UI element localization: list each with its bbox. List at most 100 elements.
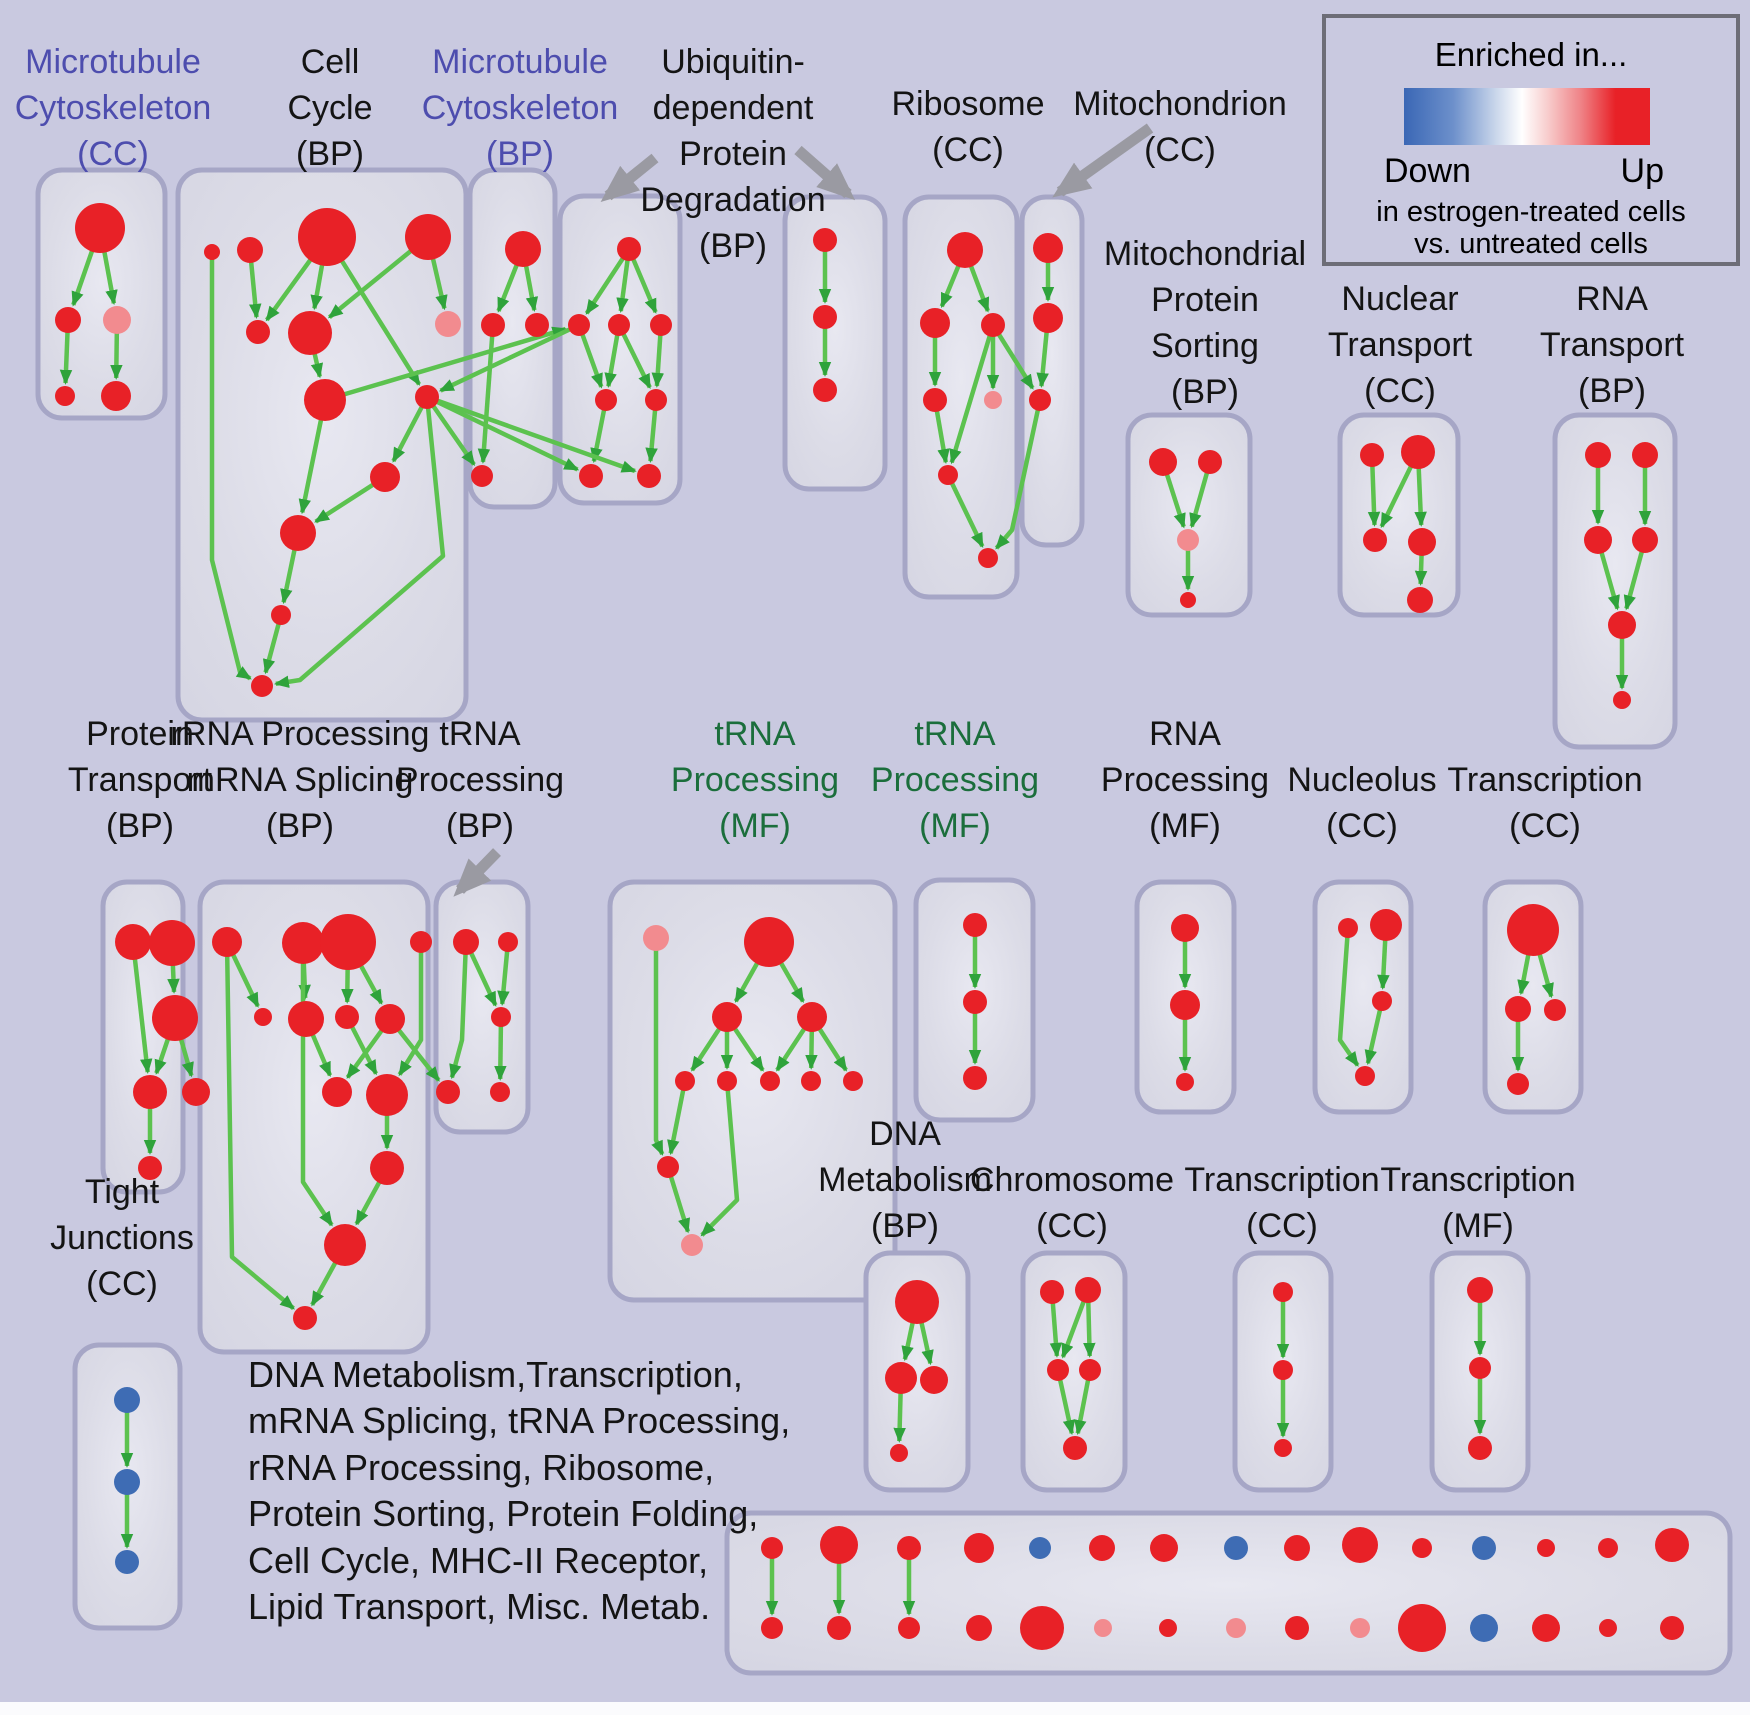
node (1507, 904, 1559, 956)
node (1585, 442, 1611, 468)
legend-up-label: Up (1620, 152, 1664, 190)
node (1273, 1360, 1293, 1380)
node (280, 515, 316, 551)
node (1177, 529, 1199, 551)
node (813, 228, 837, 252)
node (1507, 1073, 1529, 1095)
edge-arrow (994, 399, 1043, 550)
node (938, 465, 958, 485)
node (55, 386, 75, 406)
node (114, 1469, 140, 1495)
edge-arrow (1337, 927, 1360, 1067)
node (1020, 1606, 1064, 1650)
node (920, 308, 950, 338)
edge-arrow (651, 938, 665, 1156)
node (981, 313, 1005, 337)
legend-subtitle-1: in estrogen-treated cells (1376, 196, 1686, 228)
node (963, 1066, 987, 1090)
node (288, 311, 332, 355)
node (491, 1007, 511, 1027)
node (1029, 389, 1051, 411)
node (55, 307, 81, 333)
edge-arrow (991, 323, 1035, 390)
misc-categories-text: DNA Metabolism,Transcription, mRNA Splic… (248, 1354, 791, 1628)
node (415, 385, 439, 409)
edge-arrow (477, 324, 496, 464)
node (335, 1005, 359, 1029)
node (744, 917, 794, 967)
node (675, 1071, 695, 1091)
node (645, 389, 667, 411)
nodes (55, 203, 1689, 1652)
node (568, 314, 590, 336)
node (498, 932, 518, 952)
node (320, 914, 376, 970)
node (490, 1082, 510, 1102)
dna-met-box (863, 1250, 971, 1493)
pointer-arrow-icon (794, 145, 856, 201)
node (1040, 1280, 1064, 1304)
node (101, 381, 131, 411)
node (1159, 1619, 1177, 1637)
node (182, 1078, 210, 1106)
node (410, 931, 432, 953)
gradient-bar (1404, 88, 1650, 145)
node (204, 244, 220, 260)
node (115, 1550, 139, 1574)
node (885, 1362, 917, 1394)
node (1033, 303, 1063, 333)
misc-box-box (724, 1510, 1733, 1676)
edge-arrow (584, 247, 631, 315)
node (1370, 909, 1402, 941)
node (1285, 1616, 1309, 1640)
node (212, 927, 242, 957)
node (246, 320, 270, 344)
node (923, 388, 947, 412)
node (505, 231, 541, 267)
node (820, 1526, 858, 1564)
node (75, 203, 125, 253)
edge-arrow (1364, 1000, 1385, 1066)
edge-arrow (449, 941, 469, 1080)
edge-arrow (391, 395, 429, 463)
node (827, 1616, 851, 1640)
edge-arrow (945, 474, 985, 548)
node (1350, 1618, 1370, 1638)
node (149, 920, 195, 966)
edge-arrow (425, 395, 476, 467)
node (801, 1071, 821, 1091)
node (453, 929, 479, 955)
pointer-arrow-icon (453, 848, 501, 897)
node (966, 1615, 992, 1641)
node (617, 237, 641, 261)
node (436, 1080, 460, 1104)
node (471, 465, 493, 487)
node (843, 1071, 863, 1091)
node (1274, 1439, 1292, 1457)
node (1176, 1073, 1194, 1091)
node (375, 1004, 405, 1034)
node (760, 1071, 780, 1091)
node (608, 314, 630, 336)
edge-arrow (949, 324, 996, 465)
node (435, 311, 461, 337)
node (984, 391, 1002, 409)
node (681, 1234, 703, 1256)
node (1089, 1535, 1115, 1561)
node (1467, 1277, 1493, 1303)
edge-arrow (700, 1080, 740, 1237)
node (1342, 1527, 1378, 1563)
edge-arrow (209, 252, 252, 681)
node (947, 232, 983, 268)
node (1544, 999, 1566, 1021)
node (717, 1071, 737, 1091)
node (1632, 527, 1658, 553)
node (1224, 1536, 1248, 1560)
edge-arrow (667, 1080, 688, 1156)
node (963, 990, 987, 1014)
pointer-arrow-icon (600, 153, 659, 202)
node (1047, 1359, 1069, 1381)
node (797, 1002, 827, 1032)
